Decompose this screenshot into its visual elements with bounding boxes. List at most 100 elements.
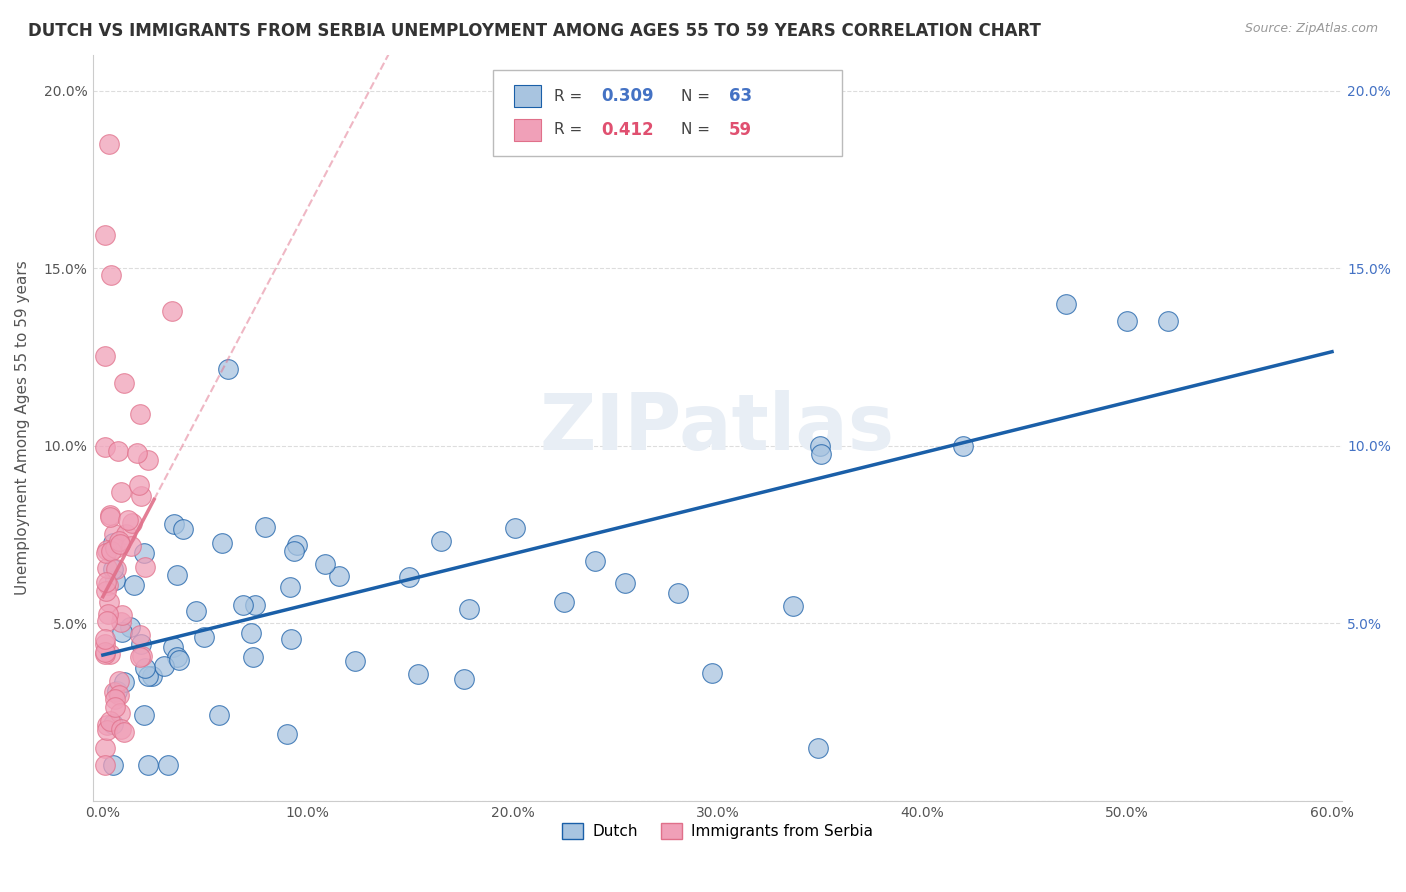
Point: [169, 653, 191, 667]
Point: [163, 516, 186, 531]
Text: N =: N =: [681, 122, 716, 137]
Point: [103, 685, 125, 699]
Text: ZIPatlas: ZIPatlas: [540, 390, 896, 466]
Point: [101, 536, 124, 550]
FancyBboxPatch shape: [492, 70, 842, 156]
Point: [239, 626, 262, 640]
Point: [127, 446, 149, 460]
Point: [94, 227, 117, 242]
Point: [94, 583, 117, 598]
Point: [129, 628, 152, 642]
Point: [117, 513, 139, 527]
Point: [112, 376, 135, 390]
Point: [344, 654, 367, 668]
FancyBboxPatch shape: [513, 119, 541, 141]
Point: [217, 361, 239, 376]
Point: [98, 595, 121, 609]
Point: [104, 541, 127, 556]
Point: [553, 595, 575, 609]
Point: [100, 543, 122, 558]
Point: [285, 539, 308, 553]
Text: 63: 63: [728, 87, 752, 105]
Point: [94, 740, 117, 755]
Point: [276, 727, 298, 741]
Point: [98, 510, 121, 524]
Point: [666, 586, 689, 600]
Point: [782, 599, 804, 613]
Point: [453, 672, 475, 686]
Text: N =: N =: [681, 88, 716, 103]
Text: 59: 59: [728, 120, 752, 139]
Point: [131, 649, 153, 664]
Point: [808, 439, 831, 453]
Point: [94, 349, 117, 363]
Point: [129, 489, 152, 503]
Point: [107, 444, 129, 458]
Point: [96, 723, 118, 737]
Point: [1116, 314, 1139, 328]
Text: 0.412: 0.412: [602, 120, 654, 139]
Point: [96, 546, 118, 560]
Point: [103, 526, 125, 541]
Point: [430, 533, 453, 548]
Point: [96, 543, 118, 558]
Point: [111, 608, 134, 623]
Point: [810, 447, 832, 461]
Point: [242, 650, 264, 665]
Text: 0.309: 0.309: [602, 87, 654, 105]
Point: [108, 673, 131, 688]
Point: [1157, 314, 1180, 328]
Point: [328, 568, 350, 582]
Point: [110, 615, 132, 629]
Point: [98, 136, 121, 151]
Text: R =: R =: [554, 122, 586, 137]
Point: [614, 576, 637, 591]
Point: [101, 716, 124, 731]
Text: Source: ZipAtlas.com: Source: ZipAtlas.com: [1244, 22, 1378, 36]
Point: [94, 574, 117, 589]
Y-axis label: Unemployment Among Ages 55 to 59 years: Unemployment Among Ages 55 to 59 years: [15, 260, 30, 595]
Point: [193, 631, 215, 645]
Point: [162, 640, 184, 654]
Point: [398, 570, 420, 584]
Point: [406, 667, 429, 681]
Point: [696, 136, 718, 151]
Point: [245, 598, 267, 612]
Point: [136, 453, 159, 467]
Point: [105, 684, 128, 698]
Point: [700, 666, 723, 681]
Point: [94, 440, 117, 454]
Point: [134, 708, 156, 723]
Point: [121, 516, 143, 530]
Point: [111, 624, 134, 639]
Point: [97, 607, 120, 621]
Point: [105, 562, 128, 576]
Point: [101, 758, 124, 772]
Point: [211, 535, 233, 549]
Point: [166, 568, 188, 582]
Point: [122, 578, 145, 592]
Point: [110, 723, 132, 737]
Point: [136, 758, 159, 772]
Point: [94, 758, 117, 772]
Point: [118, 620, 141, 634]
Point: [134, 560, 156, 574]
Point: [97, 577, 120, 591]
Point: [100, 648, 122, 662]
Point: [98, 508, 121, 523]
Point: [115, 527, 138, 541]
Point: [129, 650, 152, 665]
Point: [96, 561, 118, 575]
Point: [186, 604, 208, 618]
Point: [120, 540, 142, 554]
Point: [503, 521, 526, 535]
Point: [96, 718, 118, 732]
Point: [108, 688, 131, 702]
Point: [94, 647, 117, 661]
Point: [108, 706, 131, 720]
Point: [141, 669, 163, 683]
FancyBboxPatch shape: [513, 85, 541, 107]
Point: [108, 533, 131, 548]
Point: [952, 439, 974, 453]
Point: [94, 632, 117, 647]
